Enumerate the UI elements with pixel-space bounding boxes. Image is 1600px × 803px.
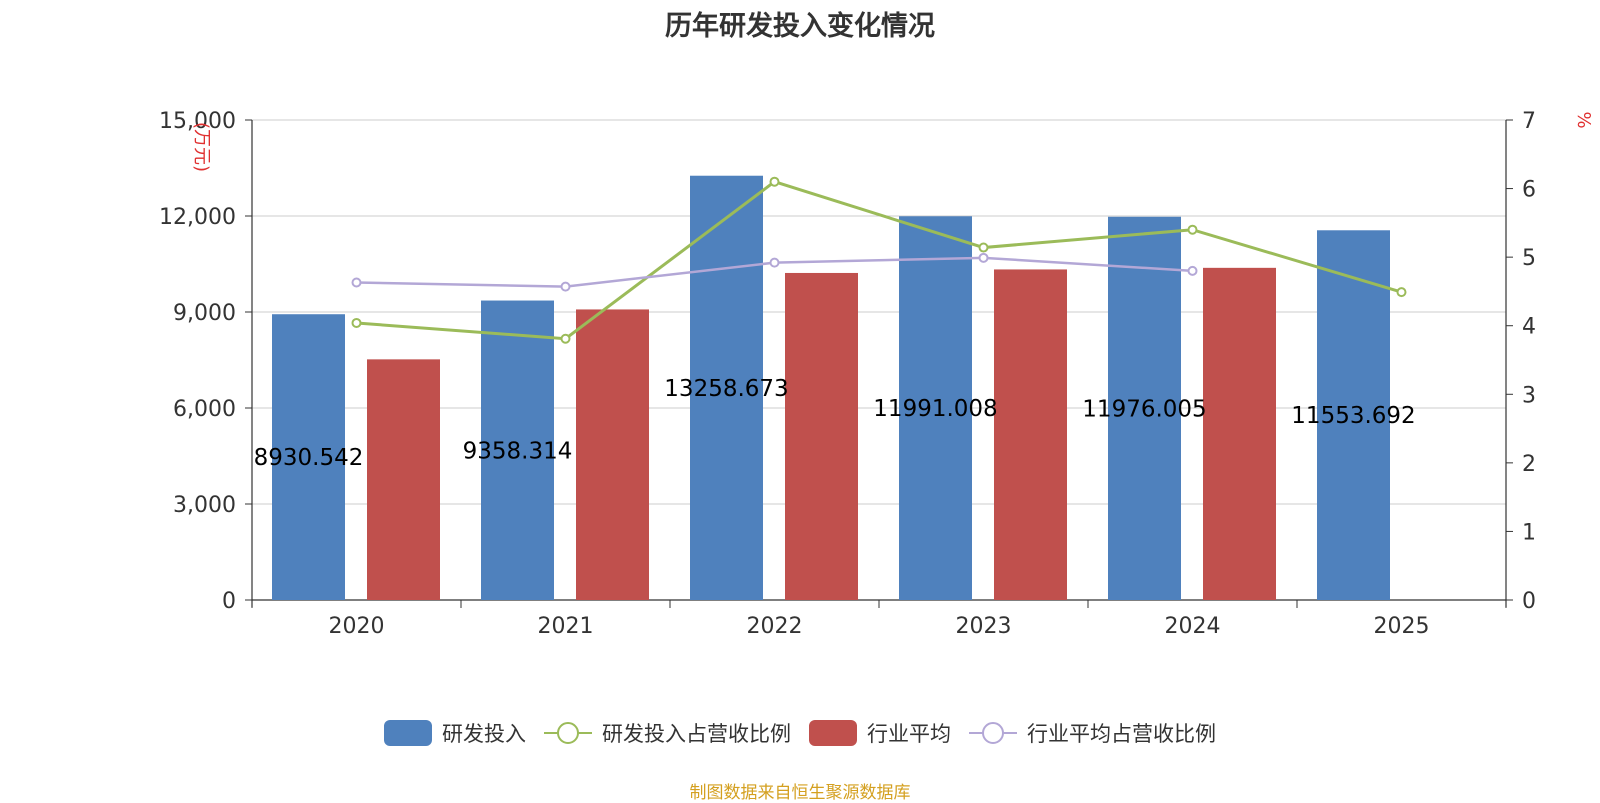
bar-industry-avg [1203, 267, 1276, 600]
chart-title: 历年研发投入变化情况 [665, 11, 935, 42]
source-note: 制图数据来自恒生聚源数据库 [689, 783, 911, 803]
x-tick-label: 2025 [1374, 614, 1430, 639]
legend-label-industry-ratio: 行业平均占营收比例 [1027, 722, 1216, 746]
bar-industry-avg [785, 272, 858, 600]
legend-label-rd-spend: 研发投入 [442, 722, 526, 746]
point-rd-ratio [1187, 224, 1198, 235]
x-tick-label: 2020 [329, 614, 385, 639]
y-left-tick-label: 3,000 [173, 493, 236, 518]
bar-rd-spend [1317, 230, 1390, 600]
bar-industry-avg [994, 269, 1067, 600]
legend-swatch-industry-avg [809, 720, 857, 746]
bar-data-label: 9358.314 [463, 438, 573, 464]
bar-rd-spend [1108, 216, 1181, 601]
x-tick-label: 2022 [747, 614, 803, 639]
y-right-tick-label: 6 [1522, 178, 1536, 203]
y-left-tick-label: 15,000 [159, 109, 236, 134]
point-rd-ratio [1396, 287, 1407, 298]
point-rd-ratio [978, 242, 989, 253]
y-right-tick-label: 2 [1522, 452, 1536, 477]
x-tick-label: 2021 [538, 614, 594, 639]
x-tick-label: 2024 [1165, 614, 1221, 639]
legend-swatch-industry-ratio [969, 722, 1017, 744]
y-right-tick-label: 0 [1522, 589, 1536, 614]
y-right-tick-label: 1 [1522, 520, 1536, 545]
legend-item-industry-ratio[interactable]: 行业平均占营收比例 [969, 718, 1216, 748]
point-industry-ratio [978, 252, 989, 263]
y-left-tick-label: 9,000 [173, 301, 236, 326]
bar-rd-spend [481, 300, 554, 600]
bar-rd-spend [272, 314, 345, 600]
bar-data-label: 11553.692 [1291, 403, 1415, 429]
y-right-tick-label: 4 [1522, 315, 1536, 340]
y-right-unit-label: % [1573, 111, 1594, 128]
bar-industry-avg [367, 359, 440, 600]
bar-rd-spend [899, 216, 972, 600]
line-rd-ratio [356, 180, 1402, 341]
y-left-unit-label: (万元) [191, 122, 212, 172]
y-left-tick-label: 12,000 [159, 205, 236, 230]
legend-item-industry-avg[interactable]: 行业平均 [809, 718, 951, 748]
y-left-tick-label: 6,000 [173, 397, 236, 422]
point-rd-ratio [769, 176, 780, 187]
legend-label-rd-ratio: 研发投入占营收比例 [602, 722, 791, 746]
bar-industry-avg [576, 309, 649, 600]
x-tick-label: 2023 [956, 614, 1012, 639]
bar-data-label: 11976.005 [1082, 396, 1206, 422]
point-industry-ratio [560, 281, 571, 292]
legend-label-industry-avg: 行业平均 [867, 722, 951, 746]
bar-data-label: 11991.008 [873, 396, 997, 422]
point-industry-ratio [769, 257, 780, 268]
point-industry-ratio [1187, 265, 1198, 276]
y-left-tick-label: 0 [222, 589, 236, 614]
point-industry-ratio [351, 277, 362, 288]
bar-data-label: 8930.542 [254, 445, 364, 471]
y-right-tick-label: 7 [1522, 109, 1536, 134]
y-right-tick-label: 5 [1522, 246, 1536, 271]
legend-item-rd-spend[interactable]: 研发投入 [384, 718, 526, 748]
legend-swatch-rd-ratio [544, 722, 592, 744]
legend-item-rd-ratio[interactable]: 研发投入占营收比例 [544, 718, 791, 748]
bar-data-label: 13258.673 [664, 376, 788, 402]
bar-rd-spend [690, 175, 763, 600]
point-rd-ratio [351, 317, 362, 328]
legend: 研发投入 研发投入占营收比例 行业平均 行业平均占营收比例 [0, 718, 1600, 748]
y-right-tick-label: 3 [1522, 383, 1536, 408]
point-rd-ratio [560, 333, 571, 344]
legend-swatch-rd-spend [384, 720, 432, 746]
